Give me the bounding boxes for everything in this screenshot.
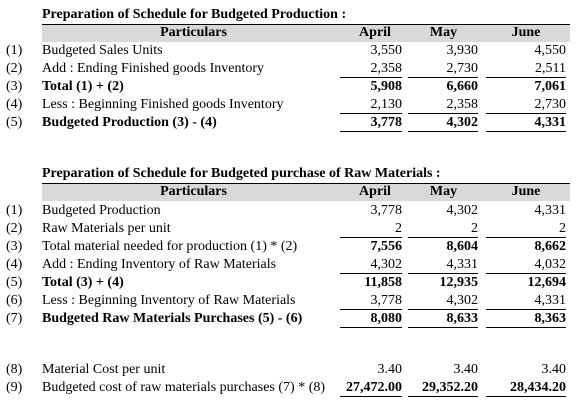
row-label: Raw Materials per unit: [42, 221, 171, 236]
row-number: (4): [6, 97, 23, 112]
header-cell: May: [429, 184, 458, 199]
value-cell: 7,061: [534, 79, 567, 94]
value-cell: 8,662: [534, 239, 567, 254]
header-cell: June: [511, 25, 541, 40]
value-cell: 2,358: [340, 60, 402, 78]
header-cell: April: [359, 184, 391, 199]
value-cell: 2: [340, 220, 402, 238]
row-number: (6): [6, 293, 23, 308]
value-cell: 2,730: [408, 60, 478, 78]
row-number: (3): [6, 239, 23, 254]
value-cell: 2,358: [408, 96, 478, 114]
value-cell: 3.40: [377, 362, 403, 377]
row-number: (4): [6, 257, 23, 272]
value-cell: 12,935: [439, 275, 479, 290]
row-label: Budgeted Sales Units: [42, 43, 163, 58]
row-label: Add : Ending Finished goods Inventory: [42, 61, 265, 76]
value-cell: 2,130: [340, 96, 402, 114]
header-cell: April: [359, 25, 391, 40]
row-label: Less : Beginning Inventory of Raw Materi…: [42, 293, 296, 308]
header-band: [42, 24, 570, 42]
value-cell: 3,778: [340, 292, 402, 310]
table-title: Preparation of Schedule for Budgeted Pro…: [42, 7, 347, 22]
row-number: (7): [6, 311, 23, 326]
value-cell: 12,694: [527, 275, 567, 290]
value-cell: 29,352.20: [408, 379, 478, 397]
header-cell: June: [511, 184, 541, 199]
value-cell: 8,633: [408, 310, 478, 328]
value-cell: 4,331: [486, 292, 566, 310]
value-cell: 4,331: [486, 114, 566, 132]
row-number: (5): [6, 275, 23, 290]
row-label: Material Cost per unit: [42, 362, 166, 377]
value-cell: 8,604: [446, 239, 479, 254]
value-cell: 3,930: [446, 43, 479, 58]
value-cell: 4,302: [340, 256, 402, 274]
value-cell: 7,556: [370, 239, 403, 254]
row-label: Total (3) + (4): [42, 275, 124, 290]
value-cell: 4,550: [534, 43, 567, 58]
value-cell: 2: [408, 220, 478, 238]
row-number: (5): [6, 115, 23, 130]
row-number: (2): [6, 61, 23, 76]
row-label: Less : Beginning Finished goods Inventor…: [42, 97, 284, 112]
value-cell: 3,778: [370, 203, 403, 218]
header-cell: Particulars: [160, 25, 227, 40]
value-cell: 11,858: [364, 275, 402, 290]
value-cell: 2: [486, 220, 566, 238]
value-cell: 4,331: [534, 203, 567, 218]
row-number: (9): [6, 380, 23, 395]
row-label: Budgeted Raw Materials Purchases (5) - (…: [42, 311, 303, 326]
header-cell: May: [429, 25, 458, 40]
value-cell: 4,302: [408, 292, 478, 310]
row-label: Total material needed for production (1)…: [42, 239, 298, 254]
row-number: (3): [6, 79, 23, 94]
value-cell: 3,550: [370, 43, 403, 58]
row-label: Budgeted cost of raw materials purchases…: [42, 380, 326, 395]
value-cell: 4,032: [486, 256, 566, 274]
row-number: (1): [6, 203, 23, 218]
header-cell: Particulars: [160, 184, 227, 199]
row-label: Add : Ending Inventory of Raw Materials: [42, 257, 277, 272]
value-cell: 8,080: [340, 310, 402, 328]
value-cell: 4,331: [408, 256, 478, 274]
row-label: Total (1) + (2): [42, 79, 124, 94]
header-band: [42, 183, 570, 201]
value-cell: 6,660: [446, 79, 479, 94]
value-cell: 8,363: [486, 310, 566, 328]
row-number: (2): [6, 221, 23, 236]
value-cell: 28,434.20: [486, 379, 566, 397]
row-number: (8): [6, 362, 23, 377]
value-cell: 3.40: [453, 362, 479, 377]
row-label: Budgeted Production: [42, 203, 161, 218]
table-title: Preparation of Schedule for Budgeted pur…: [42, 166, 441, 181]
value-cell: 3,778: [340, 114, 402, 132]
value-cell: 3.40: [541, 362, 567, 377]
row-label: Budgeted Production (3) - (4): [42, 115, 217, 130]
row-number: (1): [6, 43, 23, 58]
value-cell: 2,730: [486, 96, 566, 114]
value-cell: 4,302: [446, 203, 479, 218]
value-cell: 4,302: [408, 114, 478, 132]
value-cell: 2,511: [486, 60, 566, 78]
value-cell: 27,472.00: [340, 379, 402, 397]
value-cell: 5,908: [370, 79, 403, 94]
